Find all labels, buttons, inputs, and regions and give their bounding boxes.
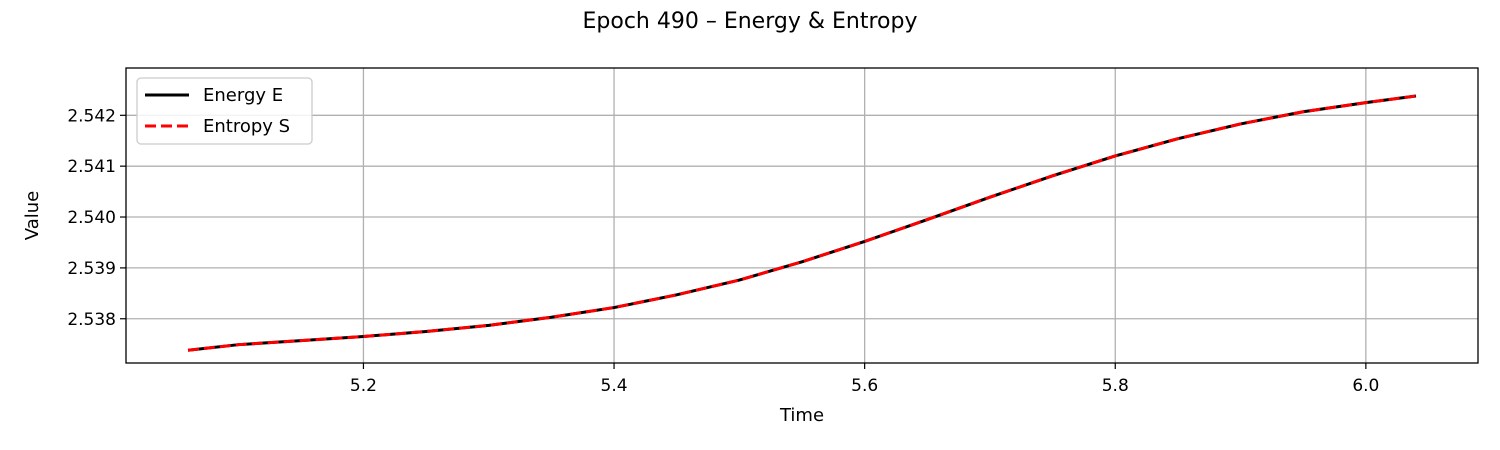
series-line-entropy-s <box>187 94 1417 352</box>
y-axis-ticks: 2.538 2.539 2.540 2.541 2.542 <box>67 106 126 330</box>
x-axis-ticks: 5.2 5.4 5.6 5.8 6.0 <box>350 363 1379 396</box>
x-tick-label: 5.8 <box>1102 376 1129 396</box>
x-tick-label: 6.0 <box>1352 376 1379 396</box>
legend: Energy E Entropy S <box>136 77 313 145</box>
y-axis-label: Value <box>22 191 43 240</box>
x-tick-label: 5.4 <box>601 376 628 396</box>
x-tick-label: 5.2 <box>350 376 377 396</box>
series-lines <box>187 94 1417 352</box>
x-axis-label: Time <box>779 405 824 426</box>
y-tick-label: 2.538 <box>67 310 116 330</box>
chart-title: Epoch 490 – Energy & Entropy <box>583 9 918 34</box>
y-tick-label: 2.539 <box>67 259 116 279</box>
y-tick-label: 2.540 <box>67 208 116 228</box>
x-tick-label: 5.6 <box>851 376 878 396</box>
plot-frame <box>125 67 1479 364</box>
legend-label-energy: Energy E <box>203 85 283 106</box>
y-tick-label: 2.541 <box>67 157 116 177</box>
legend-label-entropy: Entropy S <box>203 116 290 137</box>
grid <box>126 68 1478 363</box>
y-tick-label: 2.542 <box>67 106 116 126</box>
